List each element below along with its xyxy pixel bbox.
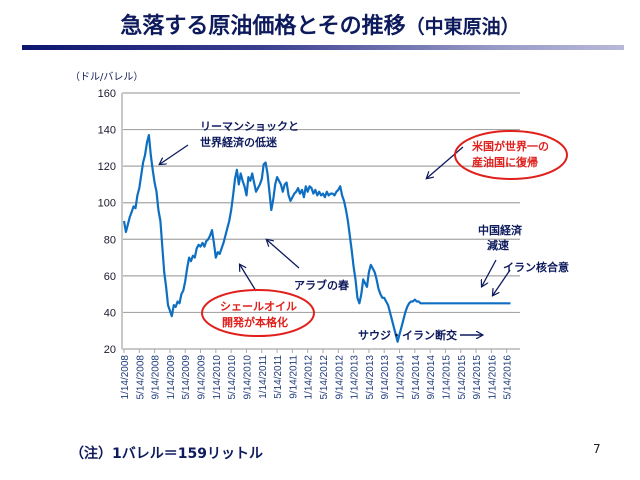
- shale-highlight-ellipse: [201, 289, 315, 337]
- x-tick-label: 5/14/2010: [227, 355, 238, 400]
- y-tick-label: 120: [98, 161, 116, 173]
- x-tick-label: 1/14/2009: [166, 355, 177, 400]
- annotation-arab-spring: アラブの春: [294, 278, 350, 292]
- x-tick-label: 9/14/2011: [288, 355, 299, 399]
- x-tick-label: 9/14/2014: [426, 355, 437, 400]
- title-main: 急落する原油価格とその推移: [120, 14, 406, 39]
- x-tick-labels: 1/14/2008 5/14/2008 9/14/2008 1/14/2009 5/14…: [120, 355, 514, 400]
- x-tick-label: 9/14/2010: [242, 355, 253, 400]
- x-tick-label: 5/14/2011: [273, 355, 284, 399]
- arrow-arab: [267, 240, 300, 269]
- title-sub: （中東原油）: [405, 16, 520, 38]
- arrow-iran-deal: [493, 269, 511, 295]
- arrow-china: [482, 259, 497, 286]
- axes: [121, 93, 520, 353]
- page-number: 7: [593, 442, 601, 456]
- x-tick-label: 9/14/2008: [151, 355, 162, 400]
- x-tick-label: 1/14/2014: [396, 355, 407, 400]
- y-tick-label: 80: [104, 234, 116, 246]
- annotation-us-line1: 米国が世界一の: [471, 139, 549, 153]
- y-tick-labels: 20 40 60 80 100 120 140 160: [98, 88, 116, 356]
- x-tick-label: 5/14/2016: [503, 355, 514, 400]
- arrow-us: [427, 146, 464, 178]
- title-underline: [22, 45, 624, 50]
- y-tick-label: 140: [98, 125, 116, 137]
- annotation-lehman-line1: リーマンショックと: [200, 120, 299, 133]
- annotation-shale-line2: 開発が本格化: [222, 315, 288, 329]
- x-tick-label: 1/14/2015: [441, 355, 452, 400]
- x-tick-label: 1/14/2016: [487, 355, 498, 400]
- arrow-lehman: [160, 144, 189, 164]
- footnote: （注）1バレル＝159リットル: [70, 446, 263, 462]
- x-tick-label: 9/14/2015: [472, 355, 483, 400]
- y-tick-label: 40: [104, 307, 116, 319]
- arrow-shale: [240, 265, 257, 292]
- x-tick-label: 1/14/2013: [350, 355, 361, 400]
- x-tick-label: 5/14/2015: [457, 355, 468, 400]
- annotation-iran-deal: イラン核合意: [503, 260, 569, 274]
- x-tick-label: 9/14/2009: [197, 355, 208, 400]
- x-tick-label: 5/14/2008: [135, 355, 146, 400]
- y-tick-label: 60: [104, 271, 116, 283]
- gridlines: [122, 92, 520, 314]
- x-tick-label: 1/14/2011: [258, 355, 269, 399]
- x-tick-label: 1/14/2012: [304, 355, 315, 400]
- slide-title: 急落する原油価格とその推移（中東原油）: [0, 8, 640, 40]
- annotation-china-line1: 中国経済: [478, 223, 523, 237]
- y-tick-label: 160: [98, 88, 116, 100]
- annotation-us-line2: 産油国に復帰: [472, 155, 538, 169]
- x-tick-label: 5/14/2014: [411, 355, 422, 400]
- y-axis-unit-label: （ドル/バレル）: [70, 72, 144, 83]
- x-tick-label: 1/14/2008: [120, 355, 131, 400]
- x-tick-label: 5/14/2013: [365, 355, 376, 400]
- y-tick-label: 100: [98, 198, 116, 210]
- x-tick-label: 9/14/2013: [380, 355, 391, 400]
- price-line: [122, 134, 511, 343]
- annotation-lehman-line2: 世界経済の低迷: [200, 135, 278, 149]
- x-tick-label: 1/14/2010: [212, 355, 223, 400]
- annotation-shale-line1: シェールオイル: [220, 300, 297, 313]
- x-tick-label: 9/14/2012: [334, 355, 345, 400]
- annotation-china-line2: 減速: [487, 238, 509, 252]
- us-highlight-ellipse: [454, 130, 568, 180]
- y-tick-label: 20: [104, 344, 116, 356]
- x-tick-label: 5/14/2009: [181, 355, 192, 400]
- x-tick-label: 5/14/2012: [319, 355, 330, 400]
- annotation-saudi-iran: サウジ・イラン断交: [358, 328, 457, 342]
